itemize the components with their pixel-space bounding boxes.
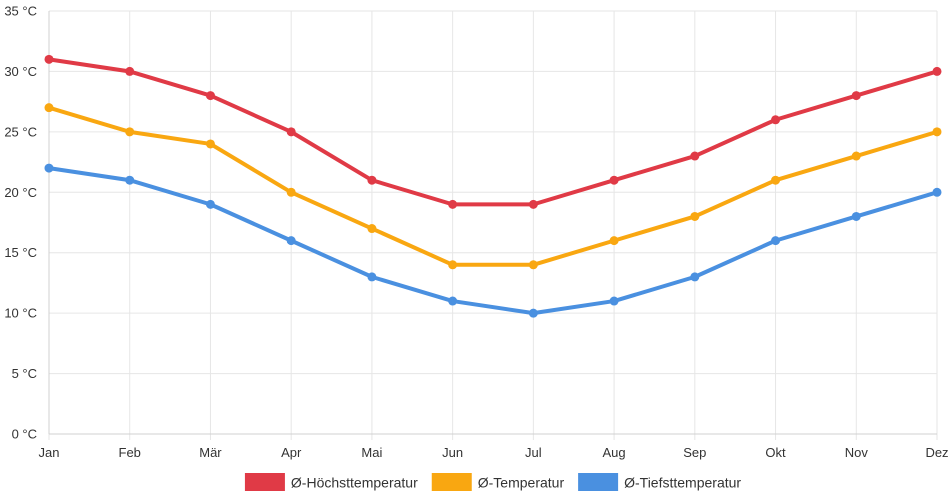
data-point[interactable] — [44, 163, 54, 173]
data-point[interactable] — [448, 199, 458, 209]
x-tick-label: Okt — [765, 445, 786, 460]
data-point[interactable] — [125, 66, 135, 76]
data-point[interactable] — [448, 260, 458, 270]
x-tick-label: Dez — [925, 445, 948, 460]
legend-swatch — [578, 473, 619, 491]
legend-item-3[interactable]: Ø-Tiefsttemperatur — [578, 473, 741, 491]
x-tick-label: Nov — [845, 445, 869, 460]
x-tick-label: Jul — [525, 445, 542, 460]
x-tick-label: Jun — [442, 445, 463, 460]
data-point[interactable] — [205, 139, 215, 149]
data-point[interactable] — [609, 296, 619, 306]
series-line — [47, 57, 939, 207]
series-group — [44, 54, 942, 318]
data-point[interactable] — [528, 260, 538, 270]
legend-item-1[interactable]: Ø-Höchsttemperatur — [244, 473, 418, 491]
legend-label: Ø-Temperatur — [478, 475, 565, 491]
data-point[interactable] — [286, 127, 296, 137]
data-point[interactable] — [609, 236, 619, 246]
data-point[interactable] — [771, 236, 781, 246]
y-tick-label: 35 °C — [4, 4, 37, 19]
data-point[interactable] — [690, 151, 700, 161]
data-point[interactable] — [851, 151, 861, 161]
data-point[interactable] — [367, 175, 377, 185]
legend-item-2[interactable]: Ø-Temperatur — [431, 473, 565, 491]
x-tick-label: Feb — [119, 445, 141, 460]
y-tick-label: 5 °C — [12, 366, 37, 381]
x-tick-label: Apr — [281, 445, 302, 460]
series-2 — [44, 103, 942, 270]
data-point[interactable] — [771, 115, 781, 125]
series-line — [47, 166, 939, 316]
data-point[interactable] — [367, 224, 377, 234]
legend[interactable]: Ø-Höchsttemperatur Ø-Temperatur Ø-Tiefstte… — [244, 473, 741, 491]
data-point[interactable] — [690, 272, 700, 282]
data-point[interactable] — [851, 91, 861, 101]
data-point[interactable] — [528, 308, 538, 318]
data-point[interactable] — [771, 175, 781, 185]
data-point[interactable] — [528, 199, 538, 209]
axes — [48, 11, 937, 435]
y-tick-label: 10 °C — [4, 306, 37, 321]
x-tick-label: Sep — [683, 445, 706, 460]
series-1 — [44, 54, 942, 209]
data-point[interactable] — [851, 211, 861, 221]
y-tick-label: 20 °C — [4, 185, 37, 200]
x-tick-label: Mär — [199, 445, 222, 460]
series-3 — [44, 163, 942, 318]
data-point[interactable] — [44, 54, 54, 64]
y-tick-label: 0 °C — [12, 427, 37, 442]
data-point[interactable] — [205, 91, 215, 101]
y-tick-label: 15 °C — [4, 245, 37, 260]
legend-label: Ø-Tiefsttemperatur — [624, 475, 741, 491]
data-point[interactable] — [125, 127, 135, 137]
x-tick-label: Jan — [39, 445, 60, 460]
data-point[interactable] — [205, 199, 215, 209]
data-point[interactable] — [932, 187, 942, 197]
data-point[interactable] — [125, 175, 135, 185]
grid — [48, 10, 938, 440]
legend-label: Ø-Höchsttemperatur — [291, 475, 418, 491]
series-line — [47, 105, 939, 267]
y-tick-label: 30 °C — [4, 64, 37, 79]
y-axis-ticks: 0 °C 5 °C 10 °C 15 °C 20 °C 25 °C 30 °C 35 °C — [4, 4, 37, 442]
data-point[interactable] — [932, 66, 942, 76]
y-tick-label: 25 °C — [4, 124, 37, 139]
x-tick-label: Mai — [361, 445, 382, 460]
legend-swatch — [244, 473, 285, 491]
data-point[interactable] — [609, 175, 619, 185]
x-tick-label: Aug — [603, 445, 626, 460]
data-point[interactable] — [286, 187, 296, 197]
data-point[interactable] — [367, 272, 377, 282]
data-point[interactable] — [932, 127, 942, 137]
x-axis-ticks: Jan Feb Mär Apr Mai Jun Jul Aug Sep Okt Nov Dez — [39, 445, 949, 460]
legend-swatch — [431, 473, 472, 491]
data-point[interactable] — [286, 236, 296, 246]
data-point[interactable] — [690, 211, 700, 221]
data-point[interactable] — [44, 103, 54, 113]
data-point[interactable] — [448, 296, 458, 306]
